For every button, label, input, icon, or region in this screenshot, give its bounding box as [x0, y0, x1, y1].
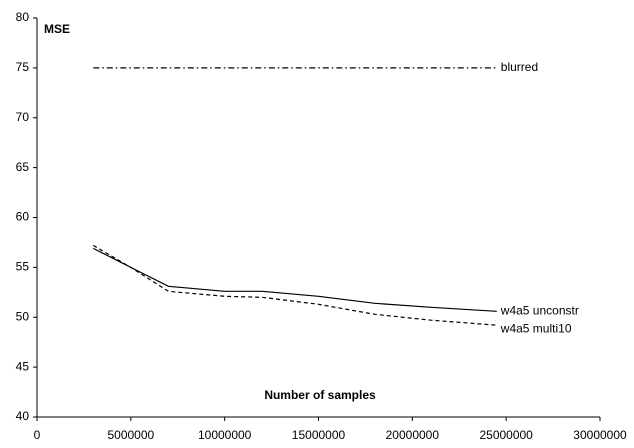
x-tick-label: 30000000	[573, 428, 627, 442]
y-tick-label: 60	[16, 210, 30, 224]
x-tick-label: 5000000	[107, 428, 154, 442]
x-tick-label: 20000000	[386, 428, 440, 442]
x-axis-label: Number of samples	[264, 388, 376, 402]
x-tick-label: 15000000	[292, 428, 346, 442]
x-tick-label: 0	[34, 428, 41, 442]
y-tick-label: 55	[16, 260, 30, 274]
series-line	[93, 247, 497, 312]
y-tick-label: 65	[16, 160, 30, 174]
y-tick-label: 75	[16, 60, 30, 74]
series-label: w4a5 unconstr	[500, 303, 579, 317]
series-label: w4a5 multi10	[500, 321, 572, 335]
x-tick-label: 25000000	[479, 428, 533, 442]
series-label: blurred	[501, 60, 538, 74]
x-tick-label: 10000000	[198, 428, 252, 442]
y-tick-label: 50	[16, 309, 30, 323]
y-tick-label: 40	[16, 409, 30, 423]
y-tick-label: 80	[16, 10, 30, 24]
series-line	[92, 244, 497, 326]
y-tick-label: 70	[16, 110, 30, 124]
y-axis-label: MSE	[44, 22, 70, 36]
y-tick-label: 45	[16, 359, 30, 373]
